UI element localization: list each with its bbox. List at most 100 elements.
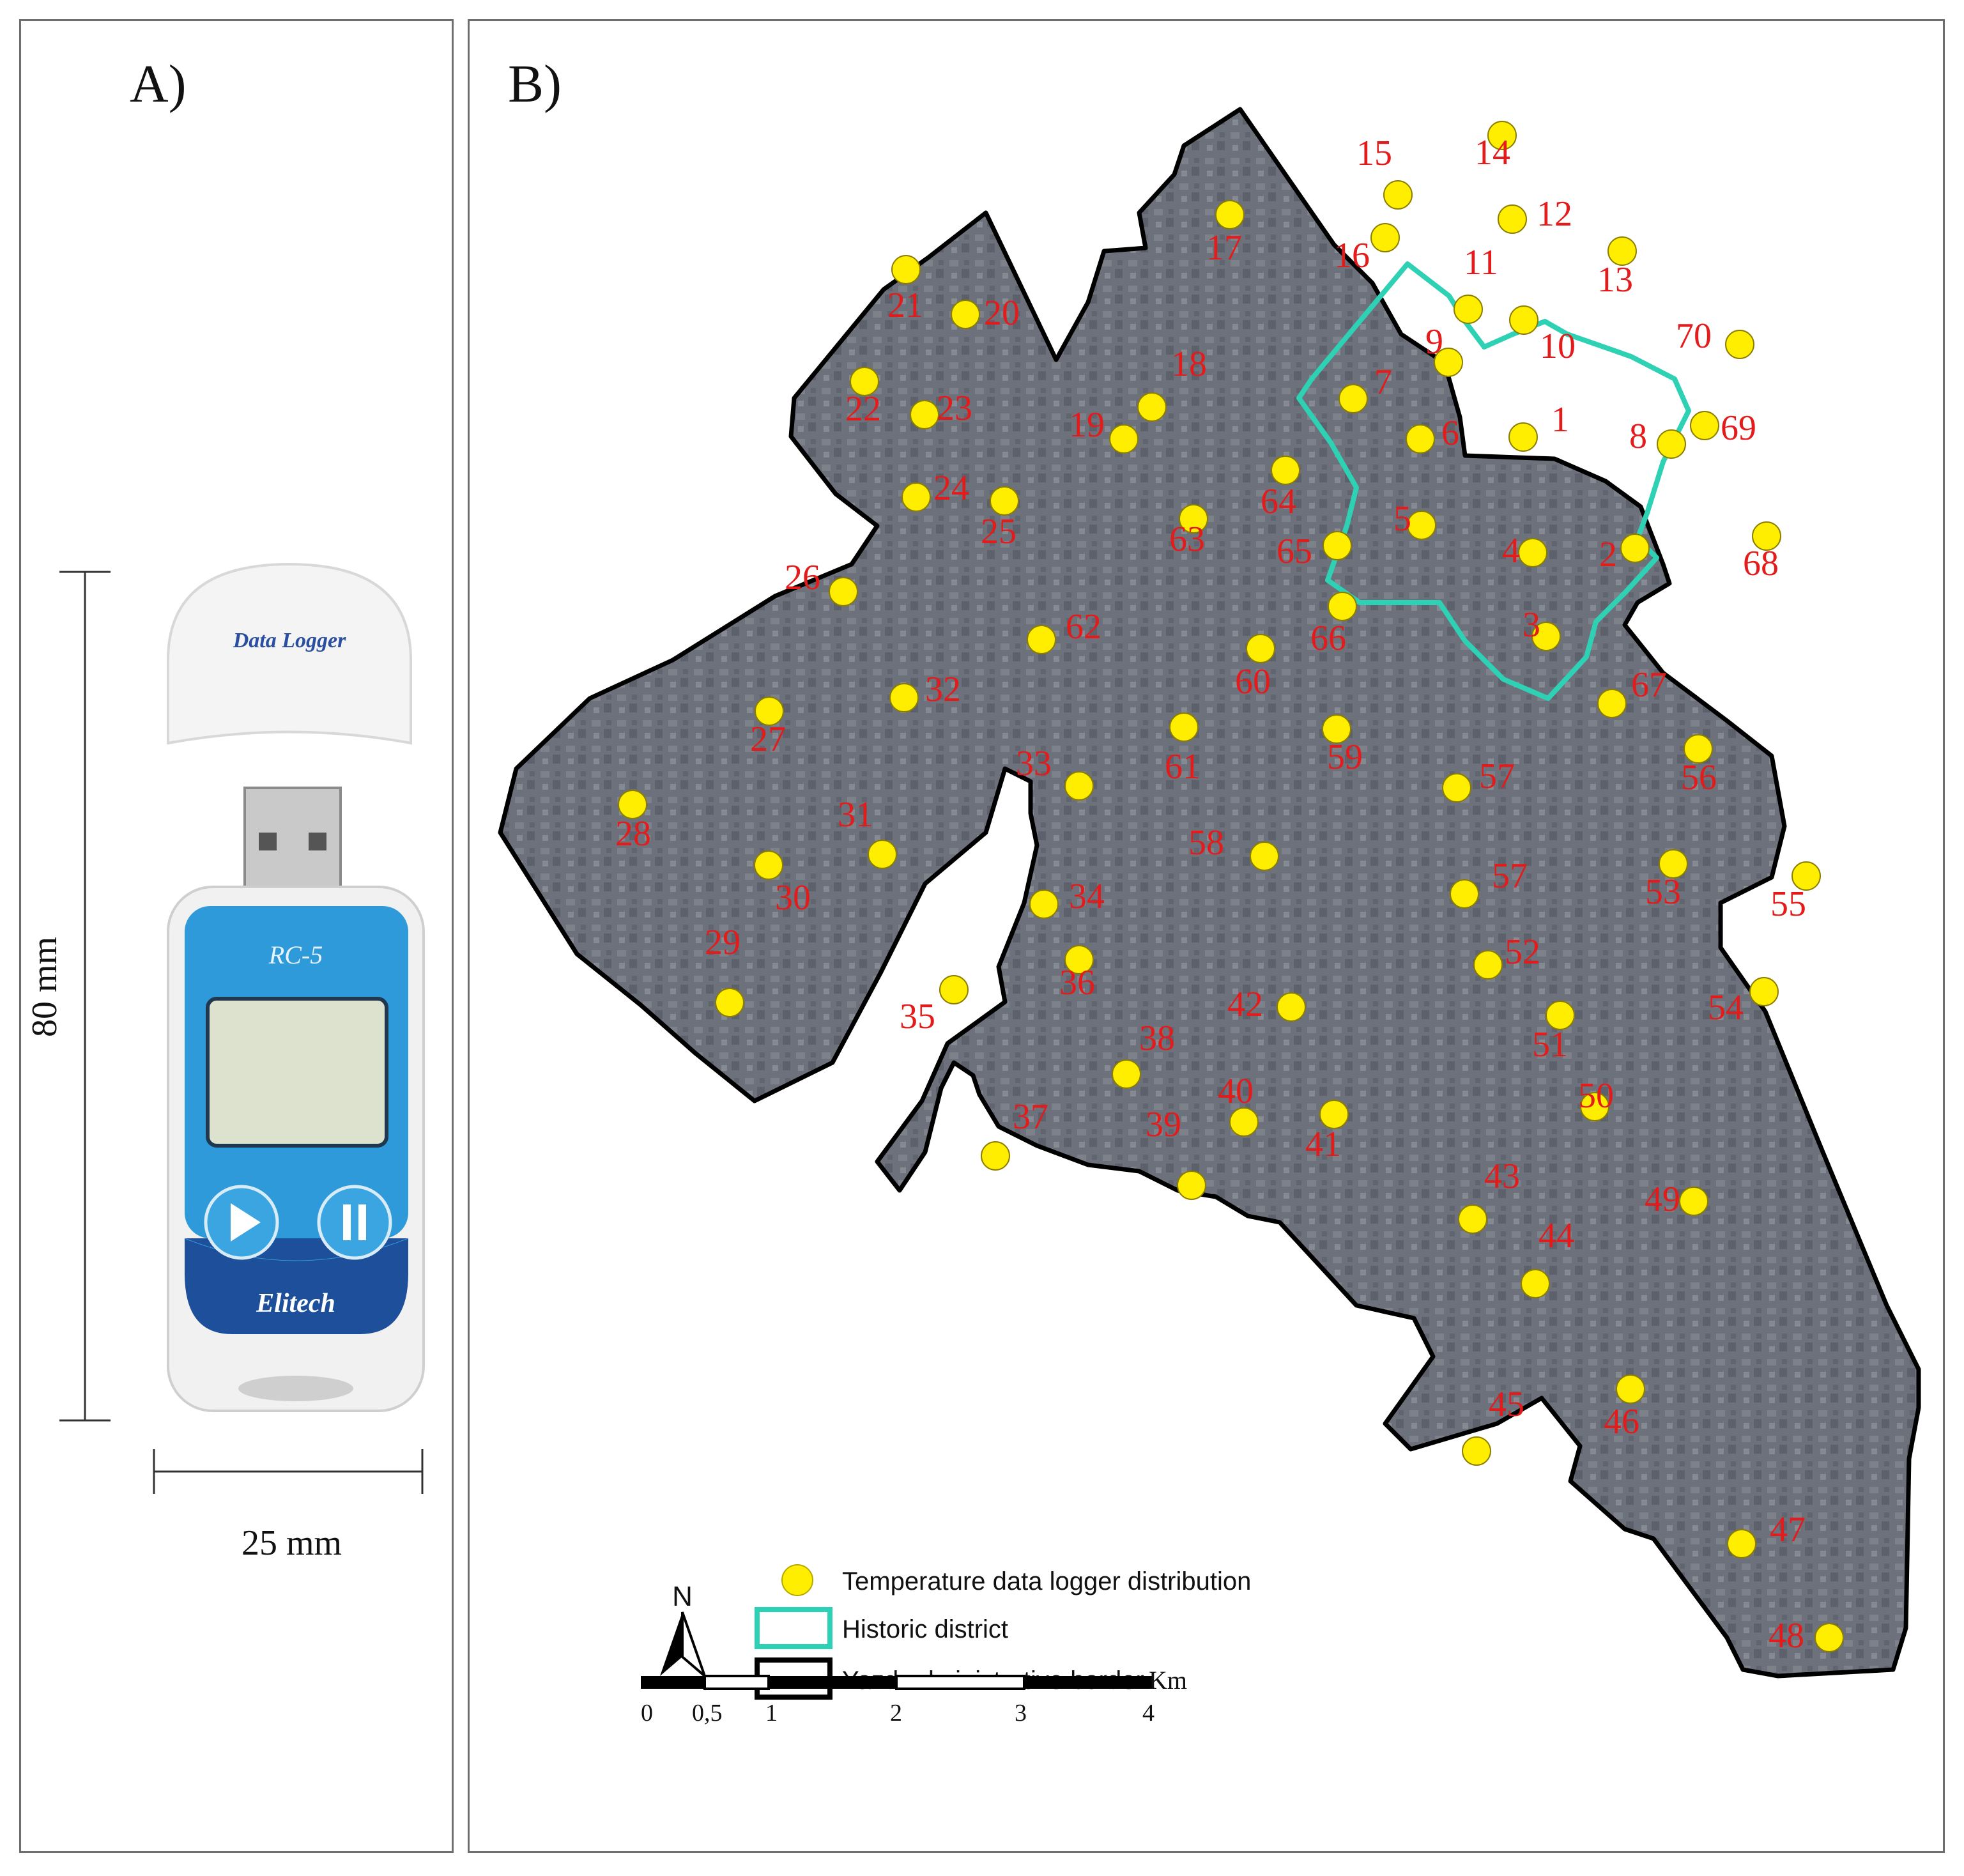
panel-b-label: B) xyxy=(508,54,562,114)
logger-marker-40 xyxy=(1229,1107,1259,1137)
width-dimension xyxy=(153,1449,424,1494)
logger-label-66: 66 xyxy=(1310,619,1346,658)
logger-marker-36 xyxy=(1064,945,1094,974)
logger-label-51: 51 xyxy=(1532,1025,1568,1065)
logger-marker-2 xyxy=(1620,534,1650,563)
pause-icon xyxy=(317,1185,392,1260)
yazd-administrative-border xyxy=(498,107,1921,1679)
logger-marker-66 xyxy=(1328,592,1357,621)
logger-label-17: 17 xyxy=(1206,228,1242,268)
logger-label-1: 1 xyxy=(1551,400,1569,440)
logger-label-54: 54 xyxy=(1708,988,1744,1027)
logger-label-40: 40 xyxy=(1218,1072,1254,1111)
logger-marker-60 xyxy=(1246,634,1275,663)
scale-bar: Km 0 0,5 1 2 3 4 xyxy=(641,1666,1187,1726)
logger-marker-39 xyxy=(1177,1171,1206,1200)
scale-tick-label: 0,5 xyxy=(692,1700,723,1726)
logger-label-14: 14 xyxy=(1475,133,1510,173)
north-arrow-icon: N xyxy=(660,1581,708,1680)
logger-marker-26 xyxy=(829,577,858,606)
logger-label-10: 10 xyxy=(1540,327,1576,366)
logger-label-26: 26 xyxy=(785,558,820,597)
logger-marker-55 xyxy=(1791,861,1821,891)
logger-marker-50 xyxy=(1580,1092,1609,1121)
logger-marker-32 xyxy=(889,683,919,712)
logger-label-41: 41 xyxy=(1305,1125,1341,1164)
logger-label-38: 38 xyxy=(1139,1019,1175,1058)
logger-label-42: 42 xyxy=(1227,985,1263,1024)
logger-label-8: 8 xyxy=(1629,417,1647,456)
logger-label-13: 13 xyxy=(1597,260,1633,300)
legend-logger-label: Temperature data logger distribution xyxy=(842,1567,1251,1595)
logger-label-4: 4 xyxy=(1502,531,1520,571)
logger-label-39: 39 xyxy=(1146,1105,1181,1144)
logger-marker-22 xyxy=(850,367,879,396)
logger-marker-31 xyxy=(868,840,897,869)
logger-label-27: 27 xyxy=(750,719,786,759)
logger-label-24: 24 xyxy=(933,468,969,508)
scale-unit: Km xyxy=(1149,1666,1187,1695)
logger-marker-44 xyxy=(1521,1269,1550,1298)
logger-label-59: 59 xyxy=(1327,737,1363,777)
logger-label-15: 15 xyxy=(1356,134,1392,173)
logger-marker-57 xyxy=(1450,879,1479,909)
height-label: 80 mm xyxy=(25,936,65,1037)
scale-tick-label: 4 xyxy=(1142,1700,1155,1726)
logger-label-56: 56 xyxy=(1681,758,1717,797)
logger-label-35: 35 xyxy=(900,997,935,1036)
logger-label-21: 21 xyxy=(887,286,923,325)
logger-label-12: 12 xyxy=(1537,194,1572,234)
lcd-screen xyxy=(206,997,388,1148)
logger-label-44: 44 xyxy=(1538,1216,1574,1256)
logger-label-57: 57 xyxy=(1479,757,1515,796)
logger-marker-27 xyxy=(755,696,784,726)
logger-marker-56 xyxy=(1684,734,1713,764)
lanyard-slot xyxy=(238,1376,353,1401)
brand-text: Elitech xyxy=(256,1289,335,1318)
logger-marker-43 xyxy=(1458,1204,1487,1234)
logger-marker-67 xyxy=(1597,689,1627,718)
logger-label-5: 5 xyxy=(1393,499,1411,539)
logger-marker-57 xyxy=(1442,773,1471,803)
logger-marker-25 xyxy=(990,486,1019,516)
logger-marker-15 xyxy=(1383,180,1413,210)
logger-marker-38 xyxy=(1112,1059,1141,1089)
logger-label-16: 16 xyxy=(1334,236,1370,275)
logger-marker-65 xyxy=(1323,531,1352,560)
legend-dot-icon xyxy=(781,1564,813,1596)
device-body: RC-5 Elitech xyxy=(167,886,425,1412)
logger-marker-7 xyxy=(1339,384,1368,413)
logger-marker-63 xyxy=(1179,504,1208,534)
logger-marker-4 xyxy=(1518,538,1547,567)
logger-marker-37 xyxy=(981,1141,1010,1171)
logger-label-18: 18 xyxy=(1171,344,1207,384)
logger-label-64: 64 xyxy=(1261,482,1296,521)
logger-marker-46 xyxy=(1616,1374,1645,1404)
logger-label-61: 61 xyxy=(1165,747,1201,787)
usb-connector xyxy=(243,787,342,891)
logger-marker-20 xyxy=(951,300,980,329)
logger-marker-70 xyxy=(1725,330,1754,359)
logger-marker-68 xyxy=(1752,521,1781,551)
logger-marker-48 xyxy=(1814,1623,1844,1652)
logger-label-23: 23 xyxy=(937,388,972,428)
logger-label-55: 55 xyxy=(1770,884,1806,924)
logger-marker-6 xyxy=(1406,424,1435,454)
panel-b: B) 1 2 3 4 5 6 7 8 9 10 11 12 13 14 15 16 17 18 19 20 21 22 23… xyxy=(468,19,1945,1853)
logger-label-50: 50 xyxy=(1578,1076,1614,1116)
logger-label-33: 33 xyxy=(1016,744,1052,783)
logger-marker-16 xyxy=(1370,223,1400,252)
logger-label-37: 37 xyxy=(1013,1097,1048,1137)
logger-marker-69 xyxy=(1690,411,1719,440)
logger-marker-18 xyxy=(1137,392,1167,422)
logger-label-49: 49 xyxy=(1645,1180,1680,1219)
height-dimension xyxy=(59,571,111,1422)
device-figure: Data Logger RC-5 Eli xyxy=(59,562,425,1494)
logger-marker-42 xyxy=(1277,992,1306,1022)
logger-label-28: 28 xyxy=(615,814,651,854)
logger-marker-58 xyxy=(1250,842,1279,871)
logger-label-34: 34 xyxy=(1069,877,1105,916)
logger-marker-21 xyxy=(891,255,921,284)
